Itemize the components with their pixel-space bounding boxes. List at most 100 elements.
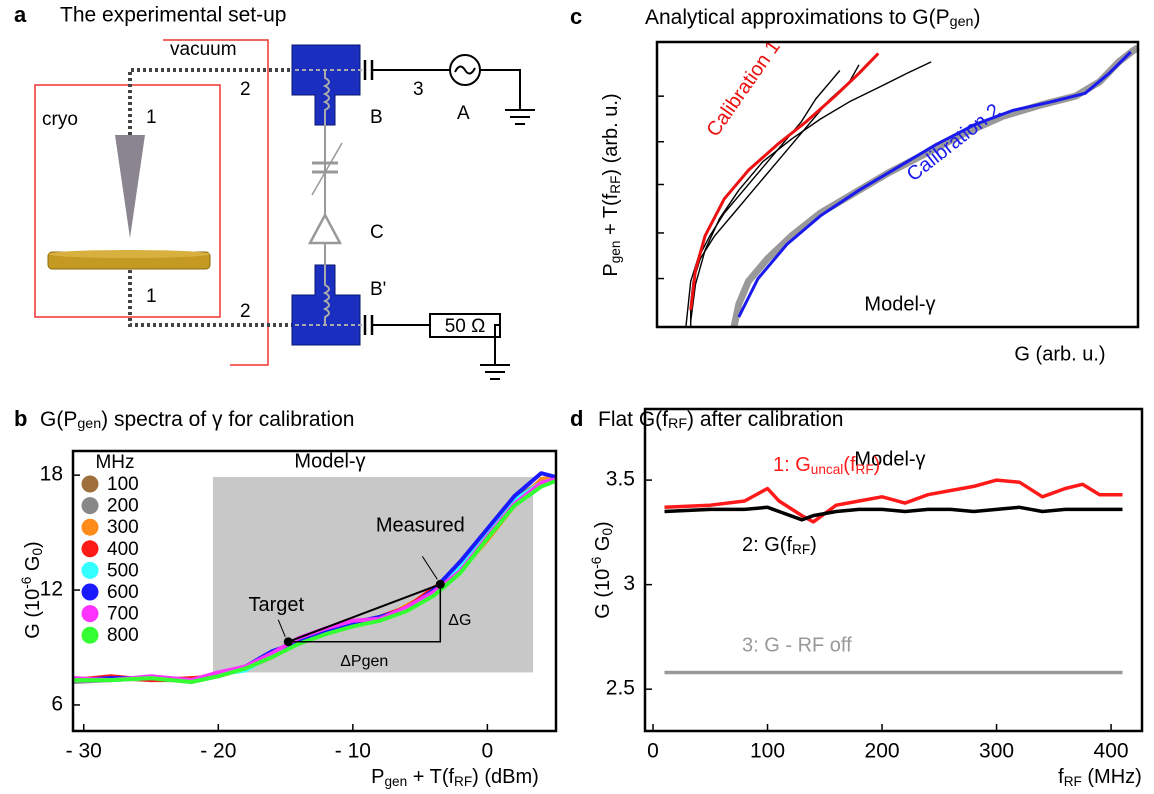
series-line	[690, 61, 932, 322]
series-label: 3: G - RF off	[742, 634, 852, 656]
measured-label: Measured	[376, 515, 465, 537]
panel-label: d	[570, 406, 583, 431]
plot-frame	[655, 40, 1140, 329]
delta-g-label: ΔG	[448, 612, 471, 629]
y-axis-label-part: G	[592, 535, 614, 556]
series-line	[664, 505, 1123, 522]
delta-p-label: ΔPgen	[340, 653, 388, 670]
y-axis-label-part: 0	[30, 547, 45, 555]
legend-swatch	[81, 475, 99, 493]
bias-tee-label: B'	[370, 279, 386, 300]
series-line	[73, 479, 557, 684]
legend-label: 800	[107, 625, 139, 646]
series-label-part: RF	[856, 462, 874, 477]
panel-d: d Flat G(fRF) after calibrationModel-γ1: …	[570, 406, 1144, 789]
y-tick-label: 3	[623, 572, 635, 595]
legend-swatch	[81, 518, 99, 536]
x-axis-label-part: gen	[384, 774, 407, 789]
pointer	[277, 619, 286, 637]
component-label: C	[370, 222, 384, 243]
series-line	[689, 52, 880, 311]
y-axis-label-part: P	[600, 263, 622, 276]
x-axis-label: Pgen + T(fRF) (dBm)	[371, 766, 539, 788]
source-label: A	[457, 103, 470, 124]
legend-label: 700	[107, 604, 139, 625]
panel-title-part: RF	[668, 416, 687, 432]
legend-label: 100	[107, 474, 139, 495]
panel-title-part: ) after calibration	[687, 408, 843, 431]
y-axis-label-part: ) (arb. u.)	[600, 93, 622, 175]
panel-title: G(Pgen) spectra of γ for calibration	[40, 408, 354, 432]
load-label: 50 Ω	[445, 316, 486, 337]
source-symbol	[454, 65, 476, 75]
wire	[480, 69, 521, 110]
panel-title-part: Flat G(f	[598, 408, 668, 431]
x-tick-label: - 20	[200, 740, 236, 763]
annotation: Model-γ	[294, 450, 365, 472]
series-label-part: uncal	[811, 462, 844, 477]
panel-a: a The experimental set-up 1 2 3 1 2 vacu…	[14, 2, 535, 380]
series-label: 1: Guncal(fRF)	[773, 454, 880, 476]
series-line	[685, 70, 841, 328]
panel-title: Flat G(fRF) after calibration	[598, 408, 843, 432]
legend-swatch	[81, 497, 99, 515]
panel-label: c	[570, 4, 582, 29]
shaded-region	[212, 477, 534, 673]
y-axis-label-part: G (10	[592, 569, 614, 619]
panel-title-part: gen	[950, 14, 974, 30]
annotation: Model-γ	[864, 293, 935, 315]
tip	[115, 135, 145, 238]
series-label-part: )	[874, 454, 881, 476]
panel-label: b	[14, 406, 27, 431]
panel-title: The experimental set-up	[60, 4, 286, 27]
panel-title-part: G(P	[40, 408, 77, 431]
panel-title-part: )	[973, 6, 980, 29]
legend-swatch	[81, 561, 99, 579]
x-axis-label-part: f	[1058, 766, 1064, 788]
panel-label: a	[14, 2, 27, 27]
port-label: 2	[240, 79, 251, 100]
inductor	[322, 265, 330, 325]
port-label: 1	[146, 286, 157, 307]
y-axis-label-part: )	[592, 521, 614, 528]
cryo-boundary	[34, 84, 221, 318]
y-axis-label-part: 0	[600, 527, 615, 535]
x-axis-label-part: RF	[454, 774, 472, 789]
x-axis-label-part: RF	[1064, 774, 1082, 789]
legend-label: 600	[107, 582, 139, 603]
component-c	[307, 212, 343, 245]
series-label: 2: G(fRF)	[742, 534, 817, 556]
y-axis-label-part: + T(f	[600, 193, 622, 240]
y-tick-label: 18	[40, 463, 63, 486]
pointer	[421, 556, 438, 580]
series-line	[664, 478, 1123, 524]
ground	[505, 109, 535, 125]
y-axis-label: Pgen + T(fRF) (arb. u.)	[600, 93, 622, 276]
legend-label: 200	[107, 496, 139, 517]
y-axis-label-part: gen	[608, 241, 623, 264]
panel-title: Analytical approximations to G(Pgen)	[645, 6, 980, 30]
legend-swatch	[81, 583, 99, 601]
variable-arrow	[311, 142, 343, 196]
panel-b: b G(Pgen) spectra of γ for calibration Mod…	[14, 406, 558, 789]
port-label: 2	[240, 301, 251, 322]
legend-swatch	[81, 605, 99, 623]
x-axis-label: G (arb. u.)	[1014, 343, 1105, 365]
y-axis-label: G (10-6 G0)	[19, 541, 44, 638]
series-label: Calibration 1	[702, 36, 784, 141]
inductor	[322, 70, 330, 130]
cryo-label: cryo	[42, 109, 78, 130]
series-line	[690, 64, 860, 327]
plot-frame	[71, 449, 558, 733]
x-tick-label: 300	[979, 740, 1014, 763]
y-tick-label: 3.5	[606, 468, 635, 491]
x-axis-label-part: (MHz)	[1082, 766, 1142, 788]
port-label: 1	[146, 107, 157, 128]
y-axis-label-part: -6	[589, 557, 604, 569]
vacuum-label: vacuum	[170, 39, 237, 60]
x-tick-label: 100	[750, 740, 785, 763]
delta-line	[287, 583, 441, 643]
legend-label: 500	[107, 560, 139, 581]
